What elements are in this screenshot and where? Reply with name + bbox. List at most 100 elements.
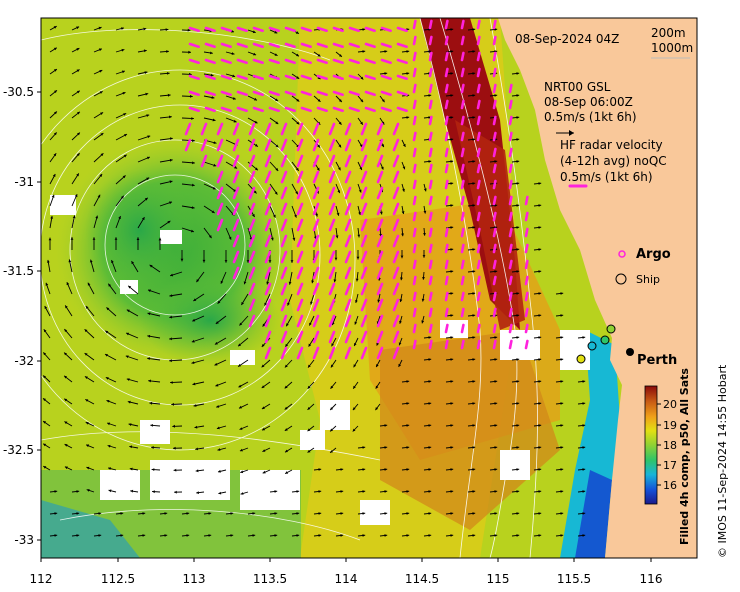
hf-vector xyxy=(332,26,344,33)
gsl-vector-head xyxy=(450,270,454,273)
gsl-vector-head xyxy=(428,358,432,361)
gsl-vector-head xyxy=(169,115,172,119)
hf-vector xyxy=(264,186,272,200)
gsl-vector-head xyxy=(169,359,172,363)
hf-vector xyxy=(376,234,384,248)
hf-vector xyxy=(312,186,320,200)
gsl-vector-head xyxy=(146,156,150,160)
gsl-vector-head xyxy=(146,177,150,181)
gsl-vector-head xyxy=(105,354,108,357)
gsl-vector-head xyxy=(255,143,258,147)
gsl-vector-head xyxy=(362,534,366,537)
gsl-vector-head xyxy=(421,298,425,302)
hf-vector xyxy=(264,346,272,360)
gsl-vector-head xyxy=(173,468,177,472)
hf-legend-avg: (4-12h avg) noQC xyxy=(560,154,667,168)
hf-vector xyxy=(232,122,240,136)
gsl-vector-head xyxy=(147,312,151,316)
hf-vector xyxy=(296,218,304,232)
hf-vector xyxy=(412,99,417,110)
hf-vector xyxy=(460,243,465,254)
gsl-vector-head xyxy=(144,71,148,74)
gsl-vector-head xyxy=(274,512,278,515)
argo-marker-icon xyxy=(618,250,626,258)
hf-vector xyxy=(188,90,200,96)
gsl-vector-head xyxy=(193,298,197,301)
gsl-vector-head xyxy=(76,69,80,73)
gsl-vector-head xyxy=(355,278,359,282)
gsl-vector-head xyxy=(151,446,154,449)
hf-vector xyxy=(328,298,336,312)
hf-vector xyxy=(412,227,417,238)
hf-vector xyxy=(332,90,344,96)
hf-vector xyxy=(200,122,208,136)
hf-vector xyxy=(460,339,465,350)
hf-vector xyxy=(428,163,433,174)
gsl-vector-head xyxy=(252,534,256,537)
hf-vector xyxy=(476,243,481,254)
gsl-vector-head xyxy=(130,489,134,493)
hf-vector xyxy=(284,106,296,112)
gsl-vector-head xyxy=(152,490,155,494)
hf-vector xyxy=(264,250,272,264)
hf-vector xyxy=(508,323,513,334)
gsl-vector-head xyxy=(100,133,104,136)
hf-vector xyxy=(376,250,384,264)
gsl-vector-head xyxy=(146,114,150,117)
gsl-vector-head xyxy=(252,512,256,515)
gsl-vector-head xyxy=(92,237,96,240)
hf-vector xyxy=(492,195,497,206)
gsl-vector-head xyxy=(76,90,80,94)
hf-vector xyxy=(188,26,200,33)
gsl-vector-head xyxy=(362,28,366,31)
hf-vector xyxy=(264,170,272,184)
hf-vector xyxy=(376,314,384,328)
hf-vector xyxy=(204,106,216,112)
hf-vector xyxy=(376,202,384,216)
hf-vector xyxy=(216,218,224,232)
gsl-vector-head xyxy=(307,449,311,453)
gsl-vector-head xyxy=(494,512,498,515)
hf-vector xyxy=(376,186,384,200)
gsl-vector-head xyxy=(330,385,334,389)
ship-marker-icon xyxy=(615,273,627,285)
gsl-vector-head xyxy=(228,236,232,240)
hf-vector xyxy=(280,314,288,328)
hf-vector xyxy=(264,330,272,344)
hf-vector xyxy=(412,19,417,30)
colorbar-title: Filled 4h comp, p50, All Sats xyxy=(678,368,691,545)
gsl-vector-head xyxy=(296,76,300,79)
gsl-vector-head xyxy=(428,490,432,493)
hf-vector xyxy=(280,266,288,280)
hf-vector xyxy=(280,346,288,360)
gsl-vector-head xyxy=(169,201,172,205)
hf-vector xyxy=(252,74,264,80)
hf-vector xyxy=(524,307,529,318)
hf-vector xyxy=(524,323,529,334)
hf-vector xyxy=(360,346,368,360)
gsl-vector-head xyxy=(246,260,250,263)
gsl-vector-head xyxy=(472,402,476,405)
hf-vector xyxy=(328,202,336,216)
hf-vector xyxy=(524,243,529,254)
gsl-vector-head xyxy=(170,381,173,384)
hf-vector xyxy=(444,291,449,302)
gsl-vector-head xyxy=(582,336,586,339)
hf-vector xyxy=(428,179,433,190)
hf-vector xyxy=(364,58,376,65)
hf-vector xyxy=(508,83,513,94)
gsl-vector-head xyxy=(472,512,476,515)
gsl-vector-head xyxy=(193,404,197,407)
gsl-vector-head xyxy=(202,259,206,263)
hf-vector xyxy=(476,115,481,126)
hf-vector xyxy=(508,179,513,190)
hf-vector xyxy=(312,298,320,312)
hf-vector xyxy=(300,106,312,112)
hf-vector xyxy=(360,250,368,264)
hf-vector xyxy=(428,131,433,142)
gsl-vector-head xyxy=(285,343,289,347)
hf-vector xyxy=(428,51,433,62)
gsl-vector-head xyxy=(317,144,320,148)
gsl-vector-head xyxy=(381,99,385,103)
gsl-legend-date: 08-Sep 06:00Z xyxy=(544,95,633,109)
